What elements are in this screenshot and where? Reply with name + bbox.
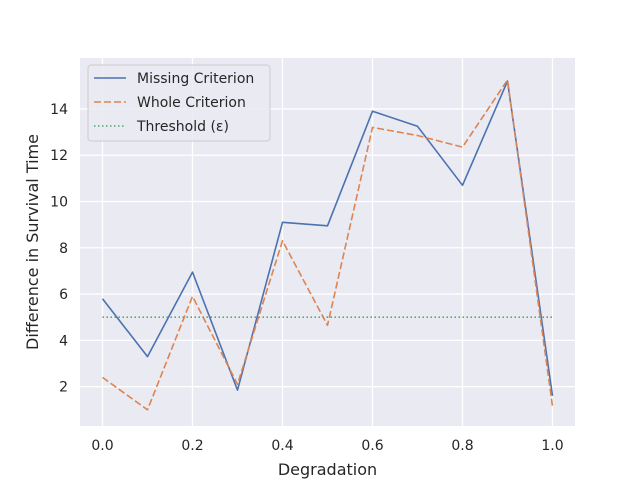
x-tick-label: 0.0 xyxy=(91,438,113,454)
x-axis-ticks: 0.0 0.2 0.4 0.6 0.8 1.0 xyxy=(91,438,563,454)
y-axis-label: Difference in Survival Time xyxy=(23,134,42,350)
y-tick-label: 4 xyxy=(59,333,68,349)
legend: Missing Criterion Whole Criterion Threshol… xyxy=(87,64,271,142)
x-tick-label: 0.2 xyxy=(181,438,203,454)
y-tick-label: 12 xyxy=(50,148,68,164)
y-tick-label: 2 xyxy=(59,380,68,396)
legend-label-3: Threshold (ε) xyxy=(136,119,229,135)
y-tick-label: 6 xyxy=(59,287,68,303)
legend-label-1: Missing Criterion xyxy=(137,71,254,87)
x-tick-label: 0.4 xyxy=(271,438,293,454)
x-tick-label: 1.0 xyxy=(541,438,563,454)
legend-box xyxy=(87,64,271,142)
x-tick-label: 0.8 xyxy=(451,438,473,454)
x-axis-label: Degradation xyxy=(278,460,377,479)
legend-label-2: Whole Criterion xyxy=(137,95,246,111)
y-tick-label: 8 xyxy=(59,241,68,257)
y-axis-ticks: 2 4 6 8 10 12 14 xyxy=(50,102,68,396)
series-line-1 xyxy=(101,80,554,397)
x-tick-label: 0.6 xyxy=(361,438,383,454)
y-tick-label: 10 xyxy=(50,194,68,210)
series-lines xyxy=(101,79,554,411)
series-line-2 xyxy=(102,79,554,411)
y-tick-label: 14 xyxy=(50,102,68,118)
